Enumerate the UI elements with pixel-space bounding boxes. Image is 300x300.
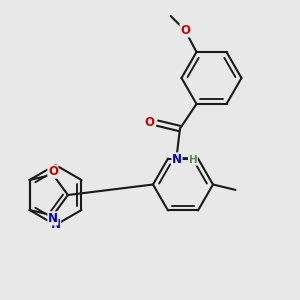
Text: O: O <box>144 116 154 129</box>
Text: O: O <box>180 24 190 37</box>
Text: N: N <box>48 212 58 225</box>
Text: N: N <box>172 153 182 166</box>
Text: N: N <box>50 218 61 232</box>
Text: O: O <box>48 165 58 178</box>
Text: H: H <box>188 155 197 165</box>
